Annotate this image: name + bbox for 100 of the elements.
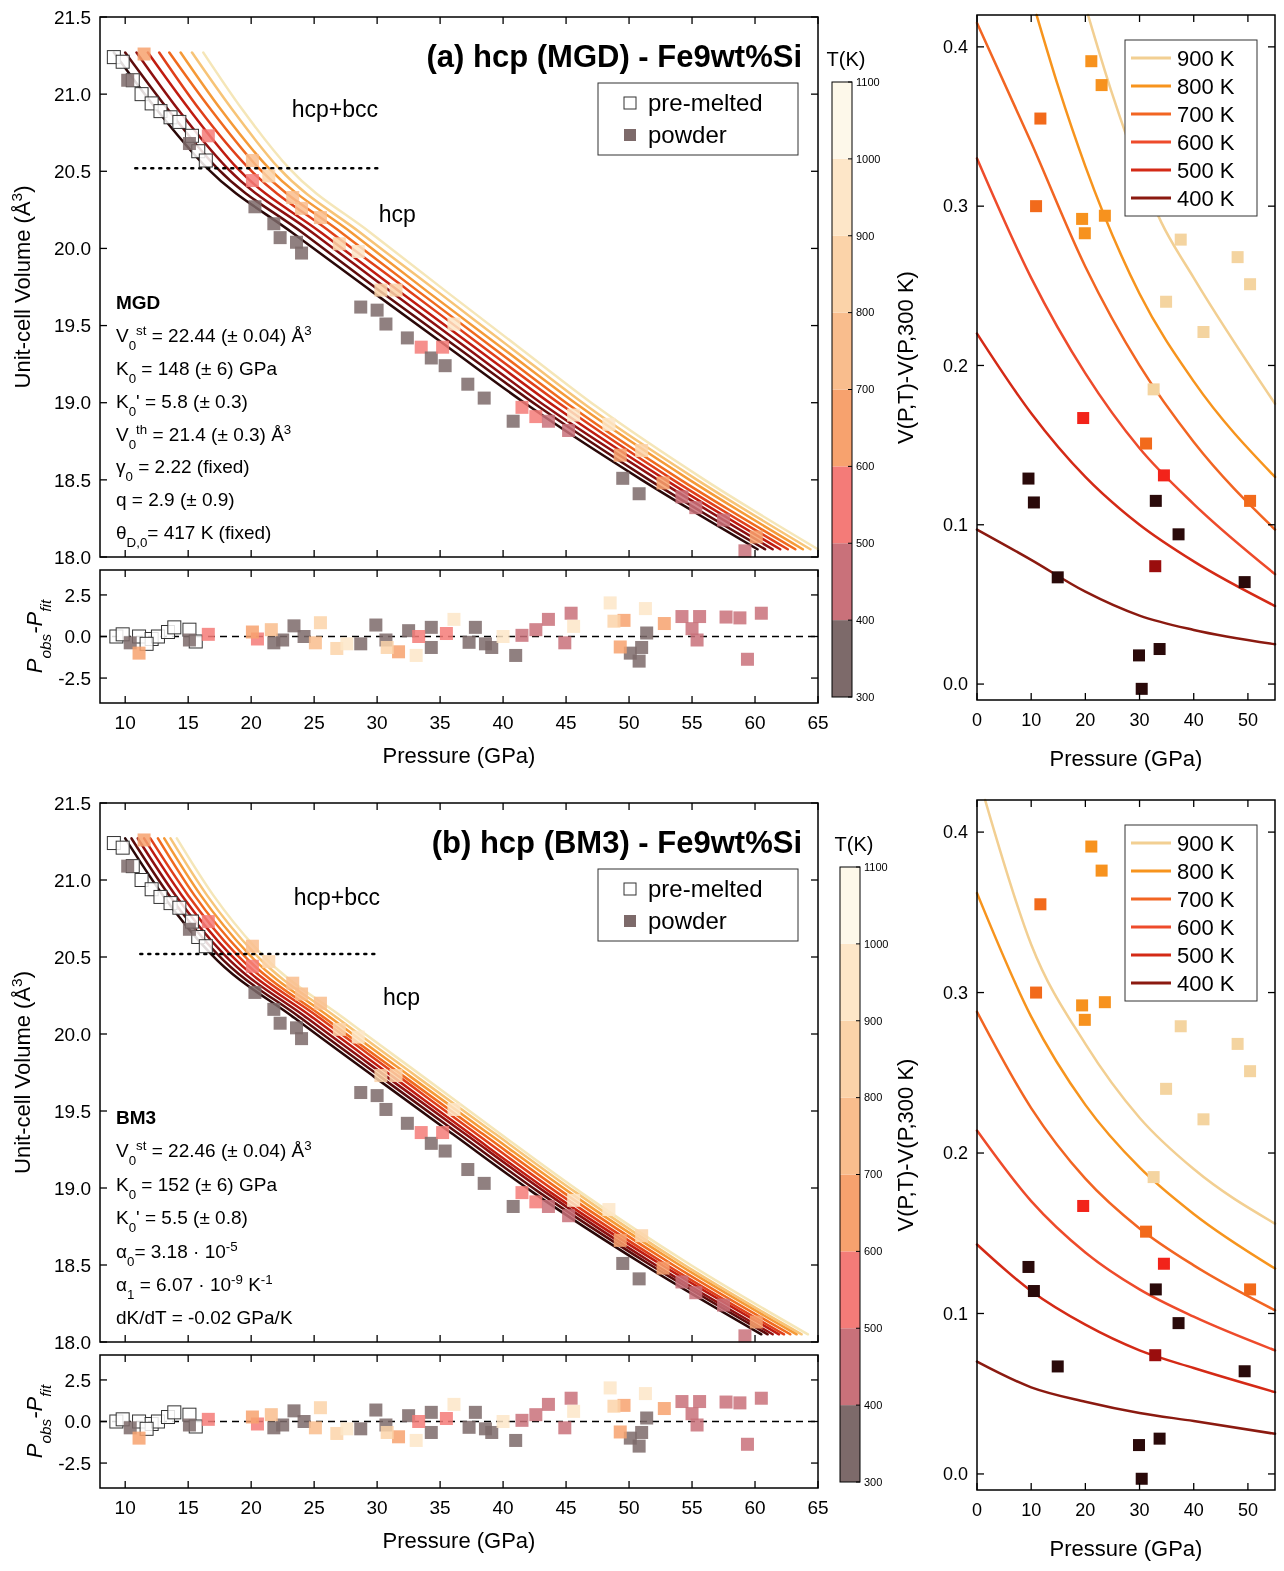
legend-label: 500 K (1177, 942, 1235, 968)
legend-label: 700 K (1177, 886, 1235, 912)
x-tick-label: 40 (492, 712, 514, 733)
color-bar-label: 800 (856, 306, 875, 319)
x-tick-label: 0 (971, 710, 983, 730)
annotation: hcp (378, 201, 416, 228)
annotation: V$_{0}$$^{th}$ = 21.4 (± 0.3) Å$^{3}$ (116, 421, 292, 452)
color-bar-label: 700 (864, 1168, 883, 1181)
color-bar-label: 900 (864, 1014, 883, 1027)
y-tick-label: 20.0 (54, 1023, 91, 1045)
legend-label: 500 K (1177, 157, 1235, 183)
annotation: V$_{0}$$^{st}$ = 22.46 (± 0.04) Å$^{3}$ (116, 1137, 312, 1168)
x-tick-label: 20 (240, 712, 262, 733)
annotation: K$_{0}$ = 152 (± 6) GPa (116, 1173, 278, 1202)
y-tick-label: 0.0 (64, 1411, 91, 1433)
x-tick-label: 65 (807, 712, 829, 733)
x-tick-label: 10 (1021, 710, 1042, 730)
y-tick-label: 0.0 (942, 1464, 968, 1485)
color-bar-label: 400 (856, 613, 875, 626)
legend-label: powder (648, 121, 727, 149)
legend-label: 800 K (1177, 73, 1235, 99)
y-tick-label: 19.5 (54, 1100, 91, 1122)
text: (b) hcp (BM3) - Fe9wt%Si (431, 825, 802, 860)
y-tick-label: -2.5 (58, 667, 91, 689)
x-tick-label: 10 (114, 712, 136, 733)
annotation: q = 2.9 (± 0.9) (116, 489, 235, 511)
y-tick-label: 18.0 (54, 546, 91, 568)
legend-label: 800 K (1177, 858, 1235, 884)
color-bar-title: T(K) (826, 48, 866, 70)
color-bar-label: 1000 (856, 152, 881, 165)
x-tick-label: 40 (1183, 1500, 1204, 1520)
y-tick-label: 0.3 (942, 196, 968, 217)
x-tick-label: 0 (971, 1500, 983, 1520)
x-tick-label: 30 (1129, 1500, 1150, 1520)
x-tick-label: 10 (114, 1497, 136, 1518)
annotation: K$_{0}$' = 5.5 (± 0.8) (116, 1207, 248, 1235)
x-tick-label: 50 (618, 1497, 640, 1518)
y-tick-label: 0.2 (942, 355, 968, 376)
x-tick-label: 30 (366, 712, 388, 733)
y-axis-title: V(P,T)-V(P,300 K) (893, 1058, 918, 1232)
legend-label: pre-melted (648, 875, 763, 903)
x-tick-label: 35 (429, 712, 451, 733)
color-bar-label: 900 (856, 229, 875, 242)
y-tick-label: 0.2 (942, 1143, 968, 1164)
legend-label: 700 K (1177, 101, 1235, 127)
y-tick-label: 21.0 (54, 869, 91, 891)
y-tick-label: 2.5 (64, 584, 91, 606)
annotation: θ$_{D,0}$= 417 K (fixed) (116, 522, 272, 550)
annotation: hcp (383, 984, 421, 1011)
x-tick-label: 10 (1021, 1500, 1042, 1520)
color-bar-label: 600 (856, 460, 875, 473)
annotation: γ$_{0}$ = 2.22 (fixed) (116, 456, 250, 484)
x-tick-label: 20 (1075, 710, 1096, 730)
x-tick-label: 30 (366, 1497, 388, 1518)
y-tick-label: 21.0 (54, 83, 91, 105)
annotation: K$_{0}$' = 5.8 (± 0.3) (116, 390, 248, 419)
color-bar-label: 300 (856, 690, 875, 703)
color-bar-label: 500 (856, 537, 875, 550)
x-tick-label: 15 (177, 712, 199, 733)
y-tick-label: 19.0 (54, 1177, 91, 1199)
x-tick-label: 45 (555, 712, 577, 733)
y-tick-label: 21.5 (54, 6, 91, 28)
y-tick-label: 0.4 (942, 37, 968, 58)
legend-label: 900 K (1177, 830, 1235, 856)
color-bar-label: 300 (864, 1475, 883, 1488)
x-tick-label: 60 (744, 1497, 766, 1518)
x-tick-label: 35 (429, 1497, 451, 1518)
y-tick-label: 20.0 (54, 238, 91, 260)
legend-label: powder (648, 907, 727, 935)
y-tick-label: 20.5 (54, 946, 91, 968)
annotation: V$_{0}$$^{st}$ = 22.44 (± 0.04) Å$^{3}$ (116, 322, 312, 353)
color-bar-label: 400 (864, 1398, 883, 1411)
y-tick-label: 20.5 (54, 160, 91, 182)
x-tick-label: 25 (303, 1497, 325, 1518)
y-tick-label: 18.5 (54, 1254, 91, 1276)
x-axis-title: Pressure (GPa) (382, 743, 536, 768)
x-tick-label: 40 (492, 1497, 514, 1518)
x-axis-title: Pressure (GPa) (1049, 1536, 1203, 1561)
legend-label: 900 K (1177, 45, 1235, 71)
color-bar-label: 1100 (864, 860, 888, 873)
x-tick-label: 50 (1237, 710, 1258, 730)
legend-label: 600 K (1177, 129, 1235, 155)
y-tick-label: 19.0 (54, 392, 91, 414)
annotation: α$_{0}$= 3.18 · 10$^{-5}$ (116, 1238, 238, 1269)
x-tick-label: 15 (177, 1497, 199, 1518)
x-axis-title: Pressure (GPa) (382, 1528, 536, 1553)
annotation: dK/dT = -0.02 GPa/K (116, 1307, 293, 1329)
x-tick-label: 60 (744, 712, 766, 733)
color-bar-label: 1100 (856, 75, 880, 88)
legend-label: pre-melted (648, 89, 763, 117)
annotation: hcp+bcc (291, 95, 378, 122)
y-axis-title: V(P,T)-V(P,300 K) (893, 271, 918, 444)
y-tick-label: 18.5 (54, 469, 91, 491)
x-tick-label: 45 (555, 1497, 577, 1518)
color-bar-label: 500 (864, 1322, 883, 1335)
y-tick-label: 0.1 (942, 1303, 968, 1324)
color-bar-label: 600 (864, 1245, 883, 1258)
color-bar-label: 700 (856, 383, 875, 396)
x-tick-label: 20 (240, 1497, 262, 1518)
y-tick-label: 2.5 (64, 1369, 91, 1391)
